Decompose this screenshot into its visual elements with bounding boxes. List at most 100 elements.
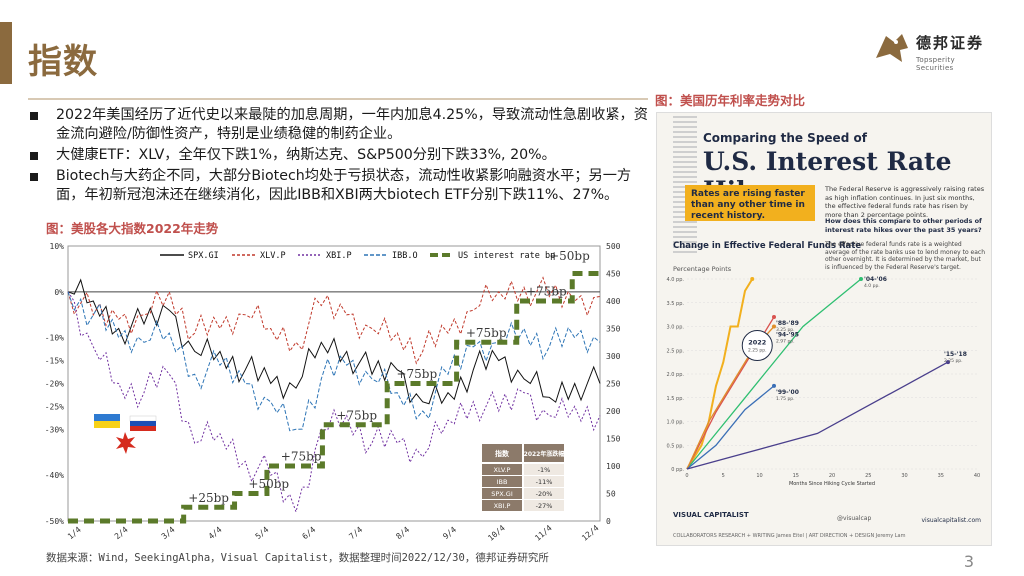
table-row-label: IBB (497, 478, 508, 486)
y-tick-label: 3.0 pp. (667, 325, 685, 331)
table-header: 2022年涨跌幅 (524, 450, 565, 458)
rate-step-line (68, 271, 600, 524)
y-tick-label: 2.0 pp. (667, 372, 685, 378)
callout-value: 2.25 pp. (748, 348, 767, 354)
y-tick-label: 3.5 pp. (667, 301, 685, 307)
series-label: '15-'18 (944, 351, 967, 358)
table-cell (524, 464, 564, 475)
index-chart-svg: 10%0%-10%-15%-20%-25%-30%-40%-50%5004504… (45, 242, 621, 543)
series-end-point (946, 360, 950, 365)
x-tick-label: 0 (685, 473, 688, 479)
index-performance-chart: 10% 0% -10% -15% -20% -25% -30% -40% -50% 500 450 4… (30, 236, 640, 546)
y-right-tick-label: 300 (606, 352, 621, 361)
series-line (67, 278, 601, 405)
y-left-tick-label: 0% (54, 288, 64, 297)
x-tick-label: 20 (829, 473, 835, 479)
series-label-value: 1.75 pp. (776, 396, 795, 402)
table-cell (482, 500, 522, 511)
x-tick-label: 6/4 (301, 525, 318, 541)
y-left-tick-label: -15% (45, 357, 64, 366)
x-tick-label: 9/4 (441, 525, 458, 541)
table-header: 指数 (495, 449, 510, 458)
infographic-note: The effective federal funds rate is a we… (825, 241, 986, 271)
series-line (67, 291, 601, 432)
series-line (686, 278, 862, 470)
series-label: '04-'06 (864, 276, 887, 283)
ukraine-flag-icon (94, 414, 120, 421)
infographic-description: The Federal Reserve is aggressively rais… (825, 185, 985, 219)
bullet-text: 大健康ETF：XLV，全年仅下跌1%，纳斯达克、S&P500分别下跌33%, 2… (56, 147, 556, 163)
callout-label: 2022 (748, 339, 766, 347)
title-accent-bar (0, 22, 12, 84)
x-tick-label: 3/4 (160, 525, 177, 541)
bullet-text: Biotech与大药企不同，大部分Biotech均处于亏损状态，流动性收紧影响融… (56, 168, 632, 203)
y-tick-label: 1.0 pp. (667, 420, 685, 426)
russia-flag-icon (130, 421, 156, 426)
y-right-tick-label: 150 (606, 435, 621, 444)
logo-mark-icon (872, 28, 912, 68)
infographic-title: Comparing the Speed of (703, 131, 867, 145)
series-line (686, 278, 754, 470)
brand-name: VISUAL CAPITALIST (673, 511, 749, 519)
y-right-tick-label: 0 (606, 517, 611, 526)
y-left-tick-label: -40% (45, 471, 64, 480)
bullet-square-icon (30, 112, 38, 120)
chart-caption-left: 图：美股各大指数2022年走势 (46, 221, 219, 236)
infographic-y-label: Percentage Points (673, 265, 732, 273)
source-note: 数据来源：Wind，SeekingAlpha，Visual Capitalist… (46, 552, 549, 564)
legend-label: XBI.P (326, 251, 352, 261)
explosion-icon (116, 432, 136, 454)
decorative-stripes (673, 113, 697, 253)
series-label-value: 2.25 pp. (944, 358, 963, 364)
chart-caption-right: 图：美国历年利率走势对比 (655, 93, 806, 108)
y-right-tick-label: 450 (606, 270, 621, 279)
table-row-value: -20% (536, 490, 553, 498)
rate-hike-annotation: +75bp (526, 285, 567, 299)
rate-hike-annotation: +50bp (248, 477, 289, 491)
y-right-tick-label: 50 (606, 490, 616, 499)
y-tick-label: 0.5 pp. (667, 443, 685, 449)
series-label-value: 2.97 pp. (776, 339, 795, 345)
y-right-tick-label: 250 (606, 380, 621, 389)
social-handle: @visualcap (837, 515, 872, 522)
series-end-point (772, 315, 776, 319)
y-tick-label: 1.5 pp. (667, 396, 685, 402)
bullet-list: 2022年美国经历了近代史以来最陡的加息周期，一年内加息4.25%，导致流动性急… (30, 106, 650, 207)
logo-text-en: Topsperity Securities (916, 56, 955, 72)
x-axis-label: Months Since Hiking Cycle Started (789, 481, 875, 487)
page-number: 3 (963, 552, 974, 571)
y-right-tick-label: 100 (606, 462, 621, 471)
table-row-label: XLV.P (494, 466, 511, 474)
collaborators-text: COLLABORATORS RESEARCH + WRITING James E… (673, 533, 906, 539)
bullet-text: 2022年美国经历了近代史以来最陡的加息周期，一年内加息4.25%，导致流动性急… (56, 107, 648, 142)
table-row-label: XBI.P (494, 502, 511, 510)
table-cell (524, 488, 564, 499)
series-line (686, 385, 775, 470)
table-row-value: -11% (536, 478, 553, 486)
bullet-item: 大健康ETF：XLV，全年仅下跌1%，纳斯达克、S&P500分别下跌33%, 2… (30, 146, 650, 165)
x-tick-label: 2/4 (113, 525, 130, 541)
bullet-item: Biotech与大药企不同，大部分Biotech均处于亏损状态，流动性收紧影响融… (30, 167, 650, 205)
series-label: '94-'95 (776, 332, 799, 339)
y-right-tick-label: 400 (606, 297, 621, 306)
highlight-box: Rates are rising faster than any other t… (685, 185, 815, 221)
rate-hike-annotation: +75bp (336, 408, 377, 422)
table-header-cell (524, 444, 564, 462)
bullet-item: 2022年美国经历了近代史以来最陡的加息周期，一年内加息4.25%，导致流动性急… (30, 106, 650, 144)
legend-label: SPX.GI (188, 251, 219, 261)
x-tick-label: 11/4 (533, 523, 554, 542)
x-tick-label: 25 (865, 473, 871, 479)
y-right-tick-label: 500 (606, 242, 621, 251)
x-tick-label: 5 (722, 473, 725, 479)
table-cell (524, 476, 564, 487)
table-header-cell (482, 444, 522, 462)
series-end-point (772, 383, 776, 388)
y-left-tick-label: -20% (45, 380, 64, 389)
infographic-chart-label: Change in Effective Federal Funds Rate (673, 241, 862, 251)
logo-text-cn: 德邦证券 (916, 34, 985, 52)
x-tick-label: 35 (938, 473, 944, 479)
x-tick-label: 4/4 (207, 525, 224, 541)
table-cell (482, 488, 522, 499)
callout-circle (741, 330, 773, 361)
series-label: '99-'00 (776, 389, 799, 396)
